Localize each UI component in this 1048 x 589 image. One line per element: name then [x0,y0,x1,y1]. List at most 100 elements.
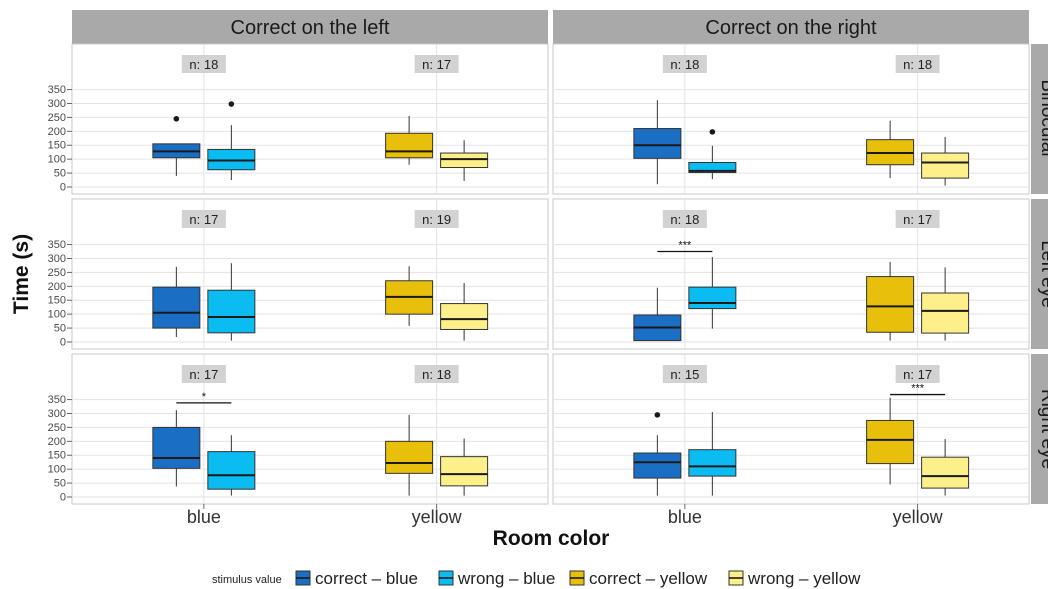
facet-panel: n: 18 n: 17 *** [552,198,1030,350]
y-tick-label: 350 [48,239,66,251]
y-tick-label: 250 [48,112,66,124]
facet-row-strip [1031,44,1048,194]
boxplot-box [207,101,256,181]
n-label: n: 17 [189,367,218,382]
boxplot-box [866,397,915,485]
y-tick-label: 100 [48,154,66,166]
boxplot-box [207,435,256,496]
boxplot-box [152,266,201,337]
legend-label: correct – blue [315,569,418,588]
facet-column-label: Correct on the left [231,17,390,39]
n-label-box [414,55,459,73]
significance-label: * [202,391,207,403]
n-label: n: 18 [903,57,932,72]
y-tick-label: 0 [60,492,66,504]
facet-panel: n: 17 n: 19 [71,198,549,350]
n-label-box [181,365,226,383]
n-label-box [895,55,940,73]
n-label: n: 17 [903,212,932,227]
significance-label: *** [911,383,925,395]
y-axis-title: Time (s) [10,234,33,314]
box-iqr [440,152,489,169]
boxplot-box [921,136,970,186]
n-label: n: 17 [422,57,451,72]
boxplot-box [633,412,682,496]
outlier-point [654,412,661,418]
y-tick-label: 100 [48,309,66,321]
legend-item: wrong – blue [438,569,555,588]
y-tick-label: 200 [48,436,66,448]
y-tick-label: 50 [54,478,66,490]
box-iqr [633,452,682,479]
y-tick-label: 100 [48,464,66,476]
box-iqr [688,449,737,477]
n-label: n: 19 [422,212,451,227]
boxplot-box [921,439,970,496]
n-label: n: 18 [189,57,218,72]
box-iqr [207,451,256,490]
y-tick-label: 50 [54,323,66,335]
facet-panel: n: 18 n: 18 [552,43,1030,195]
legend-label: wrong – yellow [747,569,861,588]
y-tick-label: 250 [48,267,66,279]
y-tick-label: 200 [48,126,66,138]
facet-column-strip [72,10,548,44]
boxplot-box [688,412,737,496]
x-tick-label: blue [187,507,221,527]
facet-row-strip [1031,199,1048,349]
box-iqr [688,286,737,310]
facet-row-strip [1031,354,1048,504]
y-tick-label: 300 [48,253,66,265]
box-iqr [921,292,970,334]
n-label: n: 18 [422,367,451,382]
box-iqr [207,289,256,334]
facet-row-label: Left eye [1037,240,1048,308]
facet-column-strip [553,10,1029,44]
facet-row-label: Binocular [1037,79,1048,159]
boxplot-box [207,263,256,341]
facet-panel: n: 15 n: 17*** [552,353,1030,505]
box-iqr [440,303,489,330]
n-label-box [414,210,459,228]
boxplot-box [385,266,434,326]
n-label: n: 15 [670,367,699,382]
box-iqr [385,440,434,474]
boxplot-box [152,410,201,487]
legend-title: stimulus value [212,574,282,586]
boxplot-box [866,262,915,341]
x-axis-title: Room color [493,527,610,550]
y-tick-label: 150 [48,450,66,462]
y-tick-label: 150 [48,140,66,152]
boxplot-box [385,116,434,165]
n-label-box [181,55,226,73]
x-tick-label: yellow [893,507,944,527]
legend-item: correct – blue [295,569,418,588]
n-label-box [662,210,707,228]
box-iqr [688,162,737,174]
box-iqr [152,286,201,329]
facet-panel: n: 17 n: 18 * [71,353,549,505]
n-label: n: 17 [903,367,932,382]
box-iqr [921,152,970,179]
legend-item: correct – yellow [569,569,708,588]
legend-item: wrong – yellow [728,569,861,588]
y-tick-label: 0 [60,182,66,194]
n-label-box [662,365,707,383]
boxplot-box [440,438,489,496]
outlier-point [173,115,180,122]
boxplot-box [688,257,737,329]
boxplot-box [440,282,489,341]
legend-label: correct – yellow [589,569,708,588]
boxplot-box [440,140,489,181]
y-tick-label: 350 [48,84,66,96]
boxplot-box [152,115,201,176]
legend: stimulus value correct – blue wrong – blue… [212,569,861,588]
legend-label: wrong – blue [457,569,555,588]
boxplot-box [633,287,682,342]
boxplot-box [866,120,915,179]
box-iqr [633,128,682,159]
x-tick-label: blue [668,507,702,527]
box-iqr [921,456,970,489]
n-label-box [895,365,940,383]
y-tick-label: 50 [54,168,66,180]
